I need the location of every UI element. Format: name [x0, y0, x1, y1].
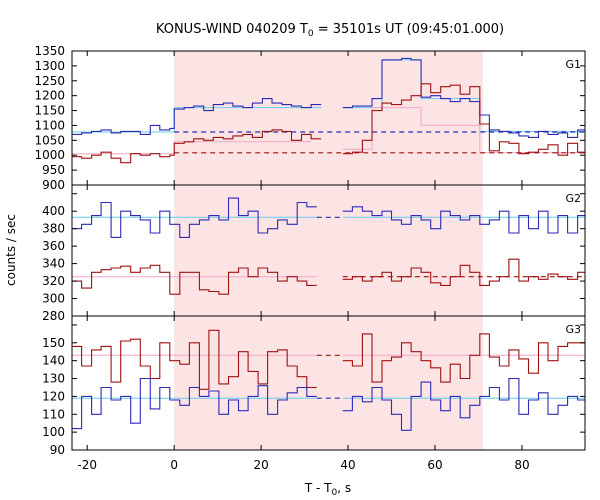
panel-1-ytick-label: 900: [42, 178, 65, 192]
panel-3-series-4-blue: [342, 377, 585, 431]
x-axis-label-subscript: 0: [332, 488, 338, 498]
panel-1-ytick-label: 1200: [34, 89, 65, 103]
panel-2-ytick-label: 340: [42, 257, 65, 271]
panel-1-ytick-label: 1000: [34, 148, 65, 162]
panel-3-ytick-label: 110: [42, 407, 65, 421]
panel-2-ytick-label: 280: [42, 309, 65, 323]
panel-3-ytick-label: 90: [50, 443, 65, 457]
panel-3-series-3-blue: [72, 377, 317, 430]
burst-interval-shade-3: [174, 316, 483, 450]
panel-1-ytick-label: 1300: [34, 59, 65, 73]
panel-1-background-line-5: [342, 107, 585, 154]
panel-3-ytick-label: 150: [42, 336, 65, 350]
x-axis-label: T - T0, s: [304, 481, 351, 498]
xtick-label: -20: [77, 458, 97, 472]
panel-2-ytick-label: 360: [42, 239, 65, 253]
panel-2-ytick-label: 320: [42, 274, 65, 288]
chart-title: KONUS-WIND 040209 T0 = 35101s UT (09:45:…: [156, 22, 504, 39]
panel-3-ytick-label: 120: [42, 389, 65, 403]
panel-3-series-2-red: [342, 333, 585, 383]
panel-2-series-2-blue: [342, 206, 585, 234]
panel-2-ytick-label: 380: [42, 222, 65, 236]
panel-1-ytick-label: 1250: [34, 74, 65, 88]
panel-1-ytick-label: 1350: [34, 44, 65, 58]
panel-1-ytick-label: 1100: [34, 118, 65, 132]
chart-title-subscript: 0: [308, 29, 314, 39]
panel-2-ytick-label: 400: [42, 204, 65, 218]
panel-1-series-3-red: [72, 129, 322, 164]
chart-title-main: KONUS-WIND 040209 T: [156, 22, 308, 37]
panel-label-g3: G3: [565, 323, 581, 336]
panel-1-series-4-red: [342, 83, 585, 156]
burst-interval-shade-2: [174, 185, 483, 316]
x-axis-label-rest: , s: [337, 481, 351, 495]
burst-interval-shade-1: [174, 51, 483, 185]
xtick-label: 40: [340, 458, 355, 472]
panel-2-series-1-blue: [72, 197, 317, 238]
x-axis-label-main: T - T: [304, 481, 332, 495]
panel-1-series-2-blue: [342, 57, 585, 138]
xtick-label: 80: [514, 458, 529, 472]
chart-title-rest: = 35101s UT (09:45:01.000): [314, 22, 504, 37]
panel-3-series-1-red: [72, 329, 317, 390]
xtick-label: 0: [170, 458, 178, 472]
panel-3-ytick-label: 100: [42, 425, 65, 439]
panel-2-series-4-red: [342, 258, 585, 286]
panel-2-series-3-red: [72, 264, 317, 295]
panel-1-ytick-label: 950: [42, 163, 65, 177]
panel-3-ytick-label: 130: [42, 372, 65, 386]
panel-label-g1: G1: [565, 58, 581, 71]
xtick-label: 20: [253, 458, 268, 472]
y-axis-label: counts / sec: [4, 214, 18, 286]
panel-2-ytick-label: 300: [42, 292, 65, 306]
panel-3-ytick-label: 140: [42, 354, 65, 368]
panel-1-ytick-label: 1050: [34, 133, 65, 147]
panel-1-ytick-label: 1150: [34, 104, 65, 118]
panel-3-frame: [71, 315, 586, 451]
panel-label-g2: G2: [565, 192, 581, 205]
panel-1-series-1-blue: [72, 98, 322, 135]
xtick-label: 60: [427, 458, 442, 472]
